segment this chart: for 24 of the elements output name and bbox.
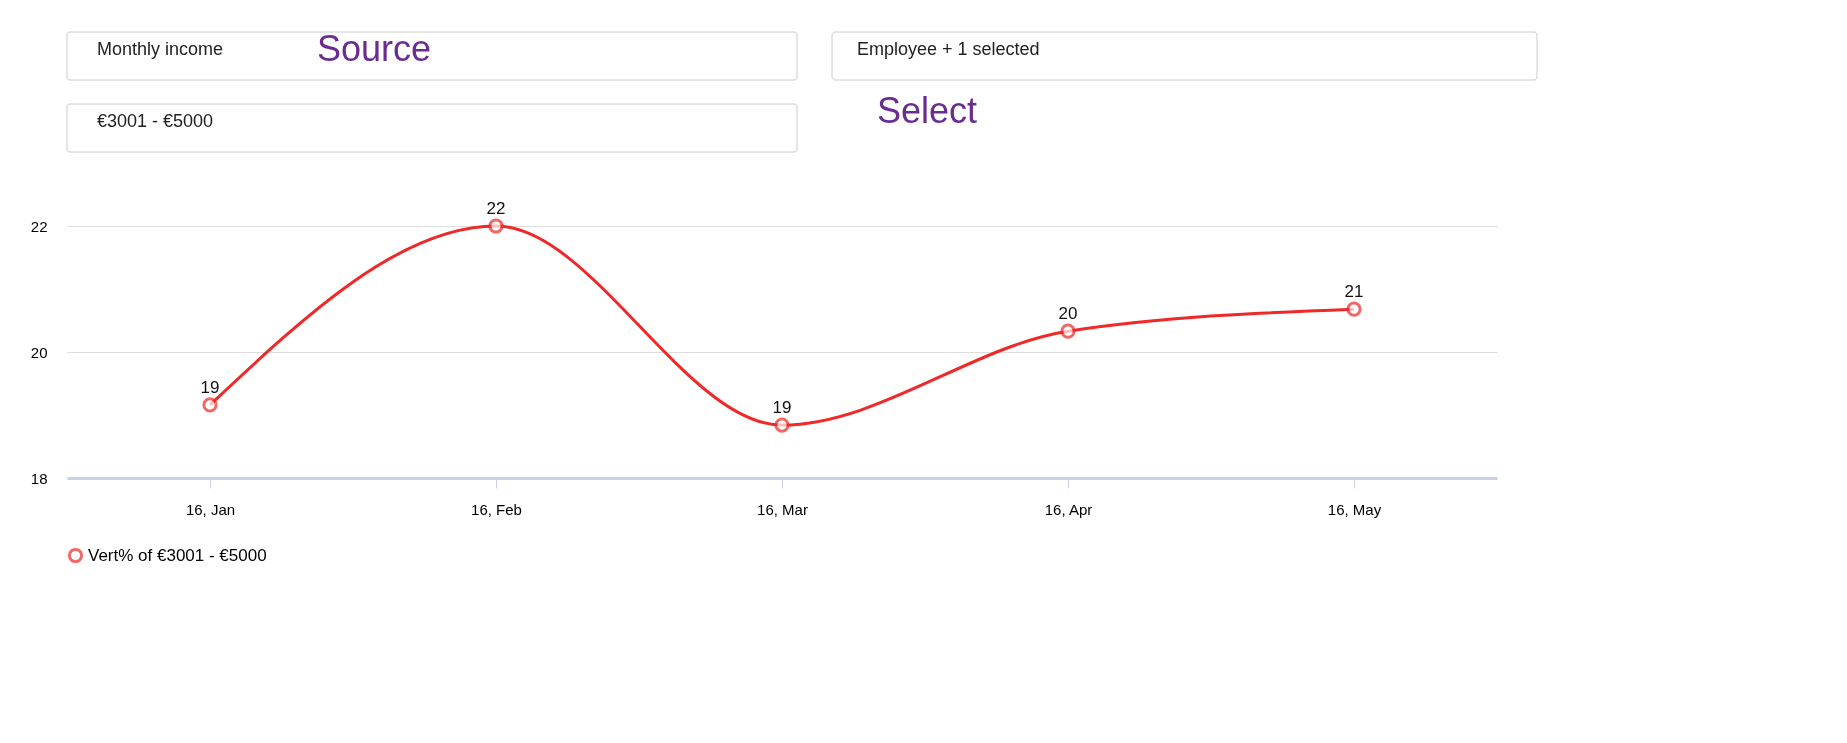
x-tick-label: 16, May <box>1327 500 1382 518</box>
data-label: 19 <box>772 398 792 418</box>
point <box>488 218 504 234</box>
x-tick-label: 16, Feb <box>471 500 522 518</box>
point <box>1060 323 1076 339</box>
text: Source <box>317 28 432 69</box>
y-tick-label: 20 <box>30 343 48 361</box>
x-tick-label: 16, Apr <box>1044 500 1093 518</box>
text: Select <box>877 90 978 131</box>
point <box>202 397 218 413</box>
legend-label: Vert% of €3001 - €5000 <box>88 545 267 565</box>
data-label: 22 <box>486 199 506 218</box>
point <box>1346 301 1362 317</box>
text: €3001 - €5000 <box>97 111 214 131</box>
text: Employee + 1 selected <box>857 39 1040 59</box>
data-label: 20 <box>1058 304 1078 324</box>
x-tick-label: 16, Mar <box>757 500 808 518</box>
y-tick-label: 22 <box>30 217 48 235</box>
text: Monthly income <box>97 39 224 59</box>
y-tick-label: 18 <box>30 469 48 487</box>
data-label: 21 <box>1344 282 1364 302</box>
data-label: 19 <box>200 377 220 397</box>
x-tick-label: 16, Jan <box>185 500 236 518</box>
point <box>774 417 790 433</box>
